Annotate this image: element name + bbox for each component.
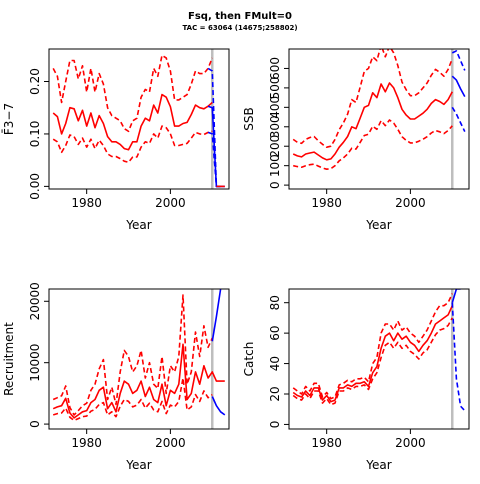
- y-axis-label-fbar: F̄3−7: [2, 103, 16, 135]
- y-tick-label-ssb: 400: [268, 96, 282, 119]
- y-axis-label-recruitment: Recruitment: [2, 322, 16, 396]
- series-line-fbar-hist-median: [52, 93, 213, 151]
- series-group-fbar: [52, 54, 225, 188]
- series-line-catch-hist-upper: [292, 293, 454, 400]
- y-tick-label-ssb: 0: [268, 181, 282, 189]
- series-line-recruitment-hist-upper: [52, 294, 214, 416]
- y-tick-label-ssb: 600: [268, 57, 282, 80]
- plot-frame-catch: [288, 288, 470, 430]
- y-tick-label-ssb: 500: [268, 76, 282, 99]
- y-tick-label-recruitment: 0: [28, 420, 42, 428]
- y-tick-label-fbar: 0.00: [28, 173, 42, 200]
- x-axis-label-ssb: Year: [365, 218, 391, 232]
- x-tick-label-fbar: 2000: [155, 196, 186, 210]
- x-axis-label-catch: Year: [365, 458, 391, 472]
- y-tick-label-recruitment: 20000: [28, 282, 42, 320]
- figure-subtitle: TAC = 63064 (14675;258802): [182, 24, 297, 32]
- series-group-recruitment: [52, 289, 226, 422]
- x-tick-label-catch: 2000: [395, 436, 426, 450]
- y-tick-label-catch: 60: [268, 325, 282, 340]
- y-tick-label-ssb: 300: [268, 115, 282, 138]
- x-tick-label-recruitment: 2000: [155, 436, 186, 450]
- y-axis-label-ssb: SSB: [242, 107, 256, 130]
- x-tick-label-fbar: 1980: [71, 196, 102, 210]
- panel-catch: 1980 2000 Year 0 20 40 60 80 Catch: [242, 288, 470, 472]
- x-tick-label-recruitment: 1980: [71, 436, 102, 450]
- series-line-ssb-proj-lower: [451, 106, 466, 132]
- series-line-fbar-hist-lower: [52, 125, 213, 164]
- series-line-catch-proj-median: [451, 289, 461, 303]
- y-tick-label-catch: 40: [268, 356, 282, 371]
- series-group-ssb: [292, 49, 466, 170]
- series-line-ssb-hist-median: [292, 82, 454, 161]
- series-line-catch-proj-lower: [451, 302, 466, 412]
- panel-fbar: 1980 2000 Year 0.00 0.10 0.20 F̄3−7: [2, 48, 230, 232]
- y-tick-label-fbar: 0.20: [28, 68, 42, 95]
- x-tick-label-ssb: 1980: [311, 196, 342, 210]
- series-line-catch-hist-lower: [292, 317, 454, 406]
- series-line-ssb-hist-lower: [293, 119, 453, 170]
- series-group-catch: [292, 289, 466, 412]
- y-tick-label-catch: 20: [268, 386, 282, 401]
- series-line-catch-hist-median: [292, 305, 454, 403]
- series-line-ssb-proj-upper: [451, 50, 466, 71]
- plot-frame-fbar: [48, 48, 230, 190]
- series-line-recruitment-proj-lower: [211, 396, 226, 416]
- y-tick-label-fbar: 0.10: [28, 121, 42, 148]
- x-axis-label-recruitment: Year: [125, 458, 151, 472]
- figure-title: Fsq, then FMult=0: [188, 11, 292, 22]
- y-tick-label-recruitment: 10000: [28, 344, 42, 382]
- x-tick-label-catch: 1980: [311, 436, 342, 450]
- plot-frame-ssb: [288, 48, 470, 190]
- y-axis-label-catch: Catch: [242, 342, 256, 377]
- series-line-recruitment-hist-median: [52, 343, 225, 419]
- y-tick-label-catch: 80: [268, 295, 282, 310]
- series-line-ssb-proj-median: [451, 75, 466, 97]
- series-line-fbar-proj-upper: [207, 67, 221, 188]
- y-tick-label-ssb: 100: [268, 154, 282, 177]
- panel-recruitment: 1980 2000 Year 0 10000 20000 Recruitment: [2, 282, 230, 472]
- plot-frame-recruitment: [48, 288, 230, 430]
- x-axis-label-fbar: Year: [125, 218, 151, 232]
- y-tick-label-catch: 0: [268, 421, 282, 429]
- series-line-recruitment-proj-median: [211, 289, 222, 342]
- x-tick-label-ssb: 2000: [395, 196, 426, 210]
- series-line-fbar-hist-upper: [52, 54, 214, 133]
- series-line-recruitment-hist-lower: [52, 377, 213, 422]
- y-tick-label-ssb: 200: [268, 135, 282, 158]
- series-line-ssb-hist-upper: [292, 49, 454, 148]
